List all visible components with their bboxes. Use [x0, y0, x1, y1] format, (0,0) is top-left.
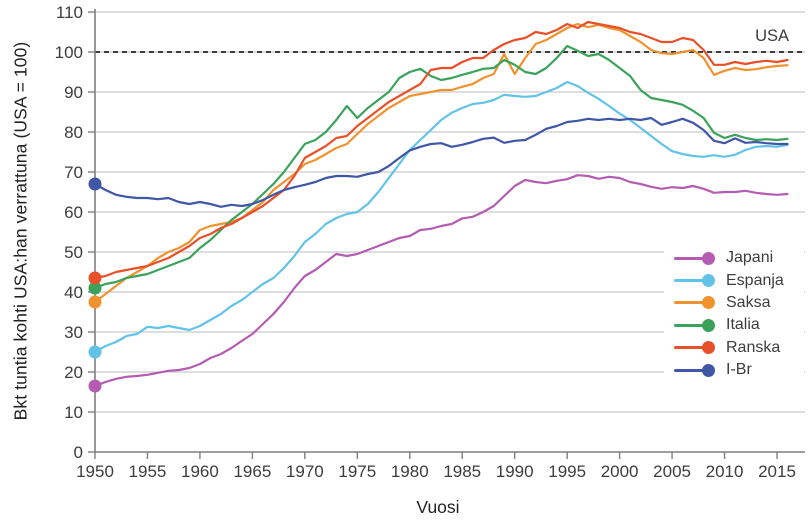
legend-label-espanja: Espanja [726, 271, 784, 289]
series-i-br [88, 116, 789, 208]
legend-item-ranska: Ranska [674, 337, 804, 359]
series-saksa [88, 22, 789, 309]
legend-swatch-espanja [674, 274, 715, 288]
legend-item-espanja: Espanja [674, 269, 804, 291]
legend-label-ibr: I-Br [726, 361, 752, 379]
series-start-dot-japani [88, 379, 102, 393]
x-tick-label: 2005 [653, 462, 691, 481]
legend-label-saksa: Saksa [726, 293, 771, 311]
legend: Japani Espanja Saksa Italia Ranska I-Br [664, 243, 804, 388]
y-tick-label: 40 [64, 283, 83, 302]
x-tick-label: 1955 [129, 462, 167, 481]
legend-swatch-ranska [674, 341, 715, 355]
x-axis-ticks: 1950 1955 1960 1965 1970 1975 1980 1985 1990 1995… [76, 452, 796, 481]
x-tick-label: 1970 [286, 462, 324, 481]
y-tick-label: 20 [64, 363, 83, 382]
x-tick-label: 2010 [706, 462, 744, 481]
series-start-dot-i-br [88, 177, 102, 191]
series-line-saksa [93, 22, 789, 304]
series-line-italia [93, 44, 789, 290]
y-tick-label: 90 [64, 83, 83, 102]
series-japani [88, 174, 789, 393]
x-tick-label: 1980 [391, 462, 429, 481]
x-tick-label: 1985 [443, 462, 481, 481]
x-tick-label: 2015 [758, 462, 796, 481]
legend-item-ibr: I-Br [674, 359, 804, 381]
y-tick-label: 10 [64, 403, 83, 422]
y-tick-label: 0 [74, 443, 83, 462]
series-espanja [88, 80, 789, 359]
y-tick-label: 50 [64, 243, 83, 262]
legend-swatch-ibr [674, 363, 715, 377]
legend-label-ranska: Ranska [726, 338, 781, 356]
y-tick-label: 80 [64, 123, 83, 142]
x-tick-label: 1995 [548, 462, 586, 481]
y-tick-label: 70 [64, 163, 83, 182]
y-tick-label: 30 [64, 323, 83, 342]
series-line-espanja [93, 80, 789, 354]
legend-item-saksa: Saksa [674, 292, 804, 314]
x-axis-title: Vuosi [416, 497, 460, 517]
x-tick-label: 1950 [76, 462, 114, 481]
series-start-dot-ranska [88, 271, 102, 285]
legend-swatch-saksa [674, 296, 715, 310]
legend-swatch-japani [674, 251, 715, 265]
y-axis-title: Bkt tuntia kohti USA:han verrattuna (USA… [10, 41, 31, 421]
legend-swatch-italia [674, 318, 715, 332]
series-italia [88, 44, 789, 295]
legend-item-japani: Japani [674, 247, 804, 269]
legend-item-italia: Italia [674, 314, 804, 336]
series-ranska [88, 20, 789, 285]
y-axis-ticks: 0 10 20 30 40 50 60 70 80 90 100 110 [55, 3, 95, 462]
series-start-dot-espanja [88, 345, 102, 359]
series-line-i-br [93, 116, 789, 208]
y-tick-label: 100 [55, 43, 83, 62]
legend-label-japani: Japani [726, 249, 774, 267]
series-start-dot-italia [88, 281, 102, 295]
x-tick-label: 1960 [181, 462, 219, 481]
y-tick-label: 110 [56, 3, 83, 22]
series-line-ranska [93, 20, 789, 280]
x-tick-label: 1990 [496, 462, 534, 481]
axes [94, 9, 805, 453]
usa-reference-label: USA [755, 27, 789, 45]
x-tick-label: 2000 [601, 462, 639, 481]
legend-label-italia: Italia [726, 316, 760, 334]
x-tick-label: 1975 [338, 462, 376, 481]
x-tick-label: 1965 [233, 462, 271, 481]
y-tick-label: 60 [64, 203, 83, 222]
series-start-dot-saksa [88, 295, 102, 309]
series-line-japani [93, 174, 789, 388]
